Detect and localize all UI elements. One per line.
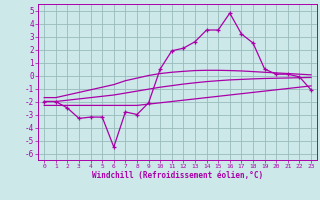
X-axis label: Windchill (Refroidissement éolien,°C): Windchill (Refroidissement éolien,°C) <box>92 171 263 180</box>
